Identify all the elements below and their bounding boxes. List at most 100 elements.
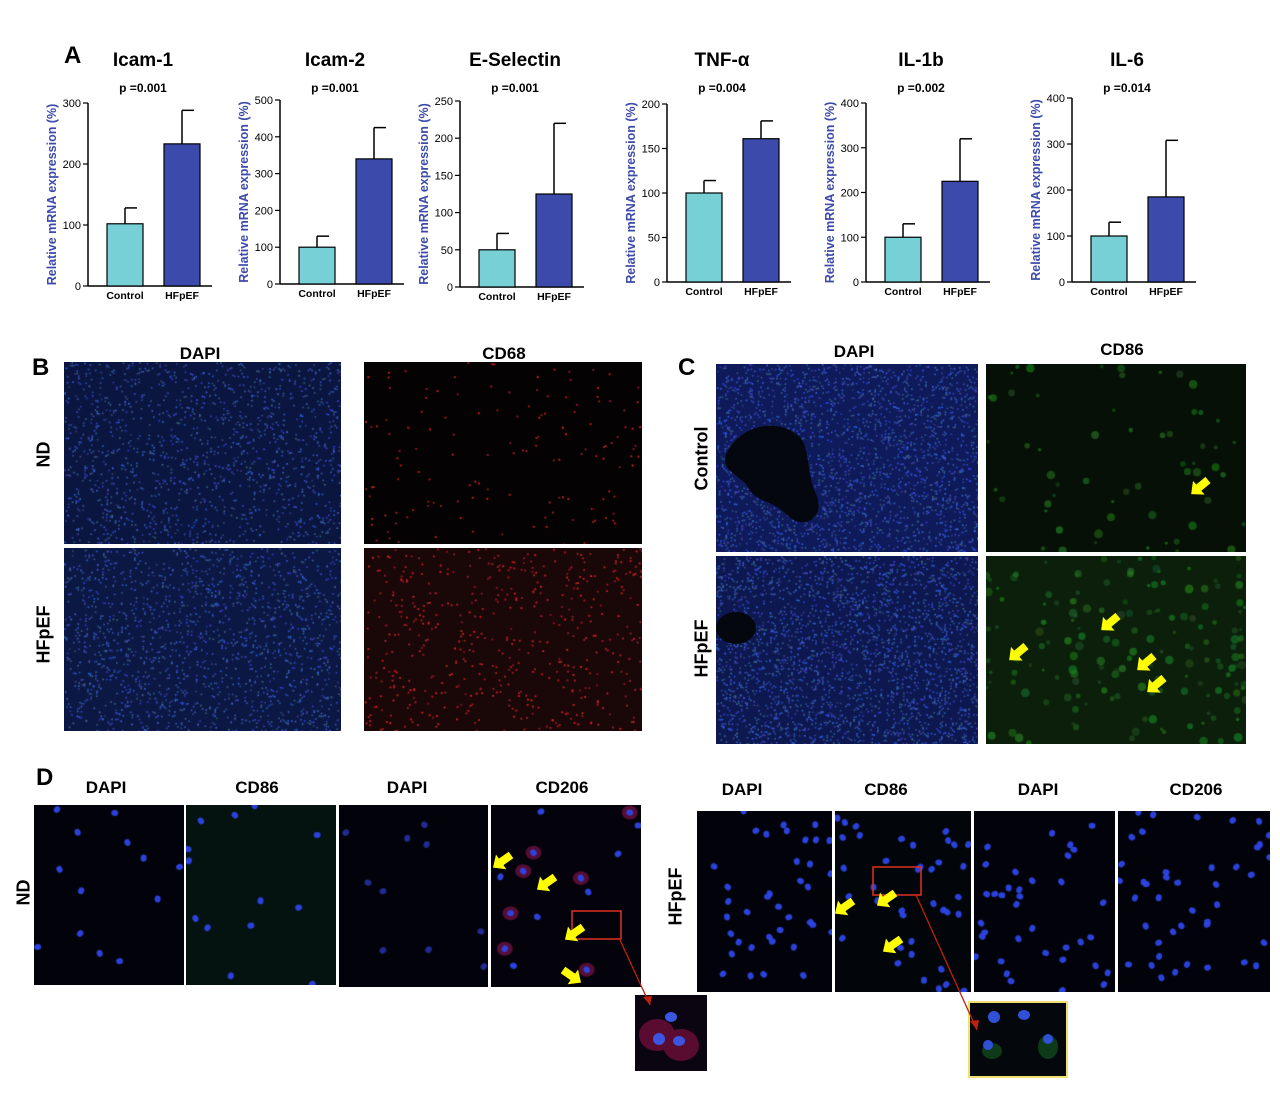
y-tick-label: 200 [841, 188, 859, 200]
panel-letter-c: C [678, 354, 696, 381]
y-tick-label: 300 [255, 169, 273, 181]
bar-hfpef [1147, 196, 1185, 283]
d-row-label-nd: ND [13, 879, 34, 906]
x-tick-label: HFpEF [744, 286, 778, 298]
x-tick-label: HFpEF [537, 291, 571, 303]
x-tick-label: HFpEF [357, 288, 391, 300]
micrograph-b-hfpef-cd68 [364, 548, 642, 731]
arrow-icon [536, 873, 558, 892]
x-tick-label: HFpEF [1149, 286, 1183, 298]
micrograph-d-hfpef-cd206 [1118, 811, 1270, 992]
zoom-inset-nd [635, 995, 707, 1071]
y-tick-label: 300 [841, 143, 859, 155]
x-tick-label: HFpEF [943, 286, 977, 298]
d-left-header-cd206: CD206 [535, 778, 589, 797]
y-tick-label: 0 [1059, 277, 1065, 289]
b-header-dapi: DAPI [179, 344, 221, 363]
bar-control [1090, 235, 1128, 283]
bar-control [298, 246, 336, 285]
bar-control [478, 249, 516, 288]
d-right-header-cd206: CD206 [1169, 780, 1223, 799]
bar-control [106, 223, 144, 287]
micrograph-d-nd-cd206 [491, 805, 641, 987]
arrow-icon [492, 851, 514, 870]
bar-control [685, 192, 723, 283]
y-tick-label: 250 [435, 96, 453, 108]
micrograph-d-hfpef-dapi [697, 811, 832, 992]
chart-5: IL-1b p =0.002 Relative mRNA expression (%… [823, 50, 990, 298]
micrograph-c-hfpef-dapi [716, 556, 978, 744]
y-tick-label: 100 [435, 208, 453, 220]
y-tick-label: 150 [435, 170, 453, 182]
chart-pvalue: p =0.001 [119, 81, 167, 95]
chart-pvalue: p =0.001 [491, 81, 539, 95]
panel-letter-a: A [64, 42, 82, 69]
d-right-header-dapi-1: DAPI [721, 780, 763, 799]
bar-charts-panel: Icam-1 p =0.001 Relative mRNA expression (… [45, 50, 1196, 303]
d-row-label-hfpef: HFpEF [665, 867, 686, 926]
zoom-box [571, 910, 622, 940]
bar-hfpef [355, 158, 393, 285]
chart-title: IL-1b [898, 50, 943, 71]
arrow-icon [876, 889, 898, 908]
micrograph-d-nd-dapi-2 [339, 805, 488, 987]
y-tick-label: 200 [255, 205, 273, 217]
y-tick-label: 50 [648, 233, 660, 245]
micrograph-c-control-dapi [716, 364, 978, 552]
b-row-label-nd: ND [33, 441, 54, 468]
panel-letter-b: B [32, 354, 50, 381]
c-header-cd86: CD86 [1100, 340, 1144, 359]
chart-2: Icam-2 p =0.001 Relative mRNA expression (… [237, 50, 404, 300]
chart-4: TNF-α p =0.004 Relative mRNA expression (%… [624, 50, 791, 298]
y-tick-label: 400 [841, 98, 859, 110]
y-tick-label: 100 [1047, 231, 1065, 243]
y-axis-label: Relative mRNA expression (%) [624, 102, 638, 284]
chart-1: Icam-1 p =0.001 Relative mRNA expression (… [45, 50, 212, 302]
bar-hfpef [163, 143, 201, 287]
chart-pvalue: p =0.014 [1103, 81, 1151, 95]
y-tick-label: 200 [435, 133, 453, 145]
arrow-icon [882, 935, 904, 954]
chart-6: IL-6 p =0.014 Relative mRNA expression (%)… [1029, 50, 1196, 298]
chart-pvalue: p =0.002 [897, 81, 945, 95]
zoom-inset-hfpef [968, 1001, 1068, 1078]
x-tick-label: Control [1090, 286, 1127, 298]
micrograph-c-control-cd86 [986, 364, 1246, 552]
y-tick-label: 0 [267, 279, 273, 291]
micrograph-b-nd-cd68 [364, 362, 642, 544]
b-row-label-hfpef: HFpEF [33, 605, 54, 664]
y-tick-label: 200 [1047, 185, 1065, 197]
y-tick-label: 300 [1047, 139, 1065, 151]
y-tick-label: 0 [853, 277, 859, 289]
y-tick-label: 100 [841, 232, 859, 244]
chart-title: E-Selectin [469, 50, 561, 71]
panel-letter-d: D [36, 764, 54, 791]
y-tick-label: 200 [63, 159, 81, 171]
arrow-icon [835, 897, 856, 916]
d-right-header-dapi-2: DAPI [1017, 780, 1059, 799]
y-tick-label: 0 [447, 282, 453, 294]
c-row-label-hfpef: HFpEF [691, 619, 712, 678]
arrow-icon [1191, 476, 1211, 495]
bar-hfpef [941, 180, 979, 283]
b-header-cd68: CD68 [482, 344, 526, 363]
y-tick-label: 100 [255, 242, 273, 254]
y-axis-label: Relative mRNA expression (%) [45, 104, 59, 286]
x-tick-label: Control [884, 286, 921, 298]
arrow-icon [1147, 674, 1167, 693]
arrow-icon [564, 923, 586, 942]
chart-title: TNF-α [695, 50, 750, 71]
x-tick-label: Control [685, 286, 722, 298]
micrograph-d-nd-dapi [34, 805, 184, 985]
chart-pvalue: p =0.001 [311, 81, 359, 95]
chart-title: Icam-2 [305, 50, 365, 71]
y-tick-label: 300 [63, 98, 81, 110]
y-axis-label: Relative mRNA expression (%) [823, 102, 837, 284]
y-tick-label: 200 [642, 99, 660, 111]
d-right-header-cd86: CD86 [864, 780, 908, 799]
y-axis-label: Relative mRNA expression (%) [417, 103, 431, 285]
y-tick-label: 100 [63, 220, 81, 232]
micrograph-b-nd-dapi [64, 362, 341, 544]
y-tick-label: 400 [255, 132, 273, 144]
micrograph-d-hfpef-dapi-2 [974, 811, 1115, 992]
